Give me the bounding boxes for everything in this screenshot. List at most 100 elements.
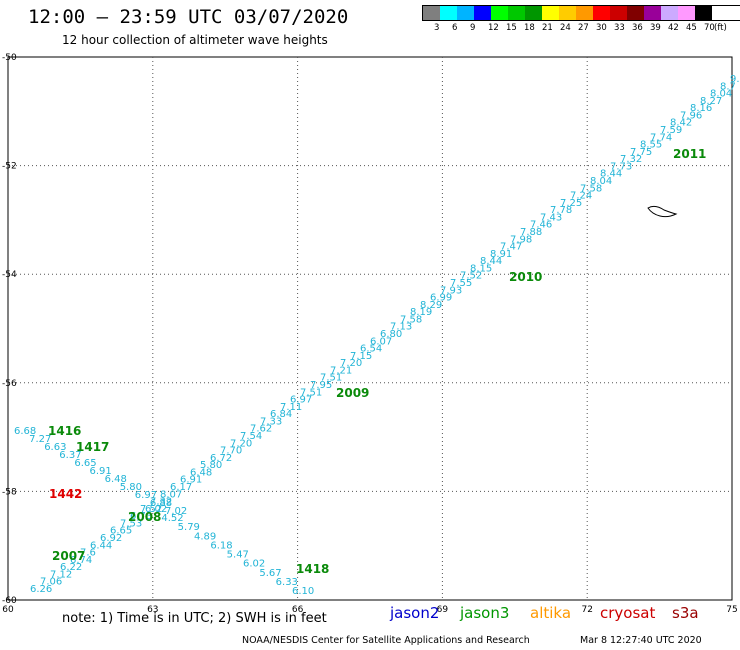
- track-value: 7.24: [570, 191, 592, 202]
- track-value: 4.89: [194, 531, 216, 542]
- track-value: 7.20: [230, 438, 252, 449]
- satellite-label-jason3: jason3: [460, 604, 510, 622]
- legend-swatch: [457, 6, 474, 20]
- track-value: 7.96: [680, 110, 702, 121]
- track-value: 7.73: [610, 161, 632, 172]
- y-tick-label: -58: [2, 487, 17, 497]
- track-value: 6.97: [290, 395, 312, 406]
- pass-time-label: 1417: [76, 440, 109, 454]
- legend-label: 24: [560, 23, 571, 33]
- x-tick-label: 66: [292, 605, 304, 615]
- legend-label: 12: [488, 23, 499, 33]
- satellite-label-cryosat: cryosat: [600, 604, 656, 622]
- track-value: 6.18: [210, 540, 232, 551]
- track-value: 7.27: [29, 434, 51, 445]
- legend-label: 18: [524, 23, 535, 33]
- pass-time-label: 2010: [509, 270, 542, 284]
- x-tick-label: 60: [2, 605, 14, 615]
- track-value: 6.02: [243, 559, 265, 570]
- track-value: 7.70: [220, 446, 242, 457]
- legend-swatch: [491, 6, 508, 20]
- track-value: 7.55: [450, 278, 472, 289]
- x-tick-label: 72: [581, 605, 592, 615]
- legend-swatch: [474, 6, 491, 20]
- track-value: 7.58: [580, 183, 602, 194]
- map-frame: [7, 56, 733, 601]
- footer-note: note: 1) Time is in UTC; 2) SWH is in fe…: [62, 611, 327, 626]
- legend-swatch: [644, 6, 661, 20]
- y-tick-label: -56: [2, 379, 17, 389]
- track-value: 6.97: [135, 490, 157, 501]
- track-value: 6.33: [276, 577, 298, 588]
- track-value: 7.54: [240, 431, 262, 442]
- y-tick-label: -50: [2, 53, 17, 63]
- track-value: 6.37: [59, 450, 81, 461]
- track-value: 7.20: [340, 358, 362, 369]
- track-value: 7.12: [50, 569, 72, 580]
- track-value: 6.48: [105, 474, 127, 485]
- track-value: 7.98: [510, 234, 532, 245]
- track-value: 6.54: [360, 344, 382, 355]
- footer-credit: NOAA/NESDIS Center for Satellite Applica…: [242, 635, 530, 646]
- color-scale-legend: 3 6 9 12 15 18 21 24 27 30 33 36 39 42 45 70 (ft): [422, 5, 740, 35]
- track-value: 8.07: [160, 489, 182, 500]
- track-value: 8.44: [480, 256, 502, 267]
- satellite-label-jason2: jason2: [390, 604, 440, 622]
- legend-swatches: [422, 5, 740, 21]
- track-value: 7.46: [530, 220, 552, 231]
- track-value: 7.15: [350, 351, 372, 362]
- track-value: 6.17: [170, 482, 192, 493]
- track-value: 6.68: [14, 426, 36, 437]
- legend-swatch: [593, 6, 610, 20]
- legend-label: 30: [596, 23, 607, 33]
- legend-label: 42: [668, 23, 679, 33]
- track-value: 8.91: [490, 249, 512, 260]
- legend-label: 9: [470, 23, 476, 33]
- track-value: 6.48: [190, 467, 212, 478]
- track-value: 7.21: [330, 365, 352, 376]
- track-value: 7.95: [310, 380, 332, 391]
- legend-swatch: [627, 6, 644, 20]
- pass-time-label: 2011: [673, 147, 706, 161]
- track-value: 6.88: [150, 498, 172, 509]
- track-value: 7.43: [540, 212, 562, 223]
- track-value: 8.29: [420, 300, 442, 311]
- track-value: 6.44: [90, 540, 112, 551]
- track-value: 5.47: [227, 550, 249, 561]
- track-value: 7.88: [520, 227, 542, 238]
- pass-time-label: 2007: [52, 549, 85, 563]
- legend-label: 33: [614, 23, 625, 33]
- legend-swatch: [678, 6, 695, 20]
- track-value: 5.80: [120, 482, 142, 493]
- pass-time-label: 1416: [48, 424, 81, 438]
- track-value: 6.74: [70, 555, 92, 566]
- legend-swatch: [695, 6, 712, 20]
- y-tick-label: -60: [2, 596, 17, 606]
- track-value: 7.25: [560, 198, 582, 209]
- y-tick-label: -52: [2, 162, 17, 172]
- track-value: 7.06: [40, 577, 62, 588]
- pass-time-label: 1418: [296, 562, 329, 576]
- legend-swatch: [423, 6, 440, 20]
- track-value: 7.52: [140, 504, 162, 515]
- track-value: 7.53: [120, 518, 142, 529]
- x-tick-label: 63: [147, 605, 158, 615]
- track-value: 8.15: [470, 263, 492, 274]
- island-outline: [647, 205, 678, 218]
- track-value: 8.55: [640, 140, 662, 151]
- track-value: 6.80: [380, 329, 402, 340]
- pass-time-label: 2008: [128, 510, 161, 524]
- track-value: 5.79: [178, 522, 200, 533]
- track-value: 6.26: [30, 584, 52, 595]
- legend-label: 15: [506, 23, 517, 33]
- track-value: 7.51: [320, 373, 342, 384]
- track-value: 7.47: [500, 242, 522, 253]
- track-value: 6.65: [110, 526, 132, 537]
- title: 12:00 – 23:59 UTC 03/07/2020: [28, 6, 349, 28]
- track-value: 6.99: [430, 293, 452, 304]
- track-value: 6.63: [44, 442, 66, 453]
- track-value: 8.27: [700, 96, 722, 107]
- track-value: 7.93: [440, 285, 462, 296]
- y-tick-label: -54: [2, 270, 17, 280]
